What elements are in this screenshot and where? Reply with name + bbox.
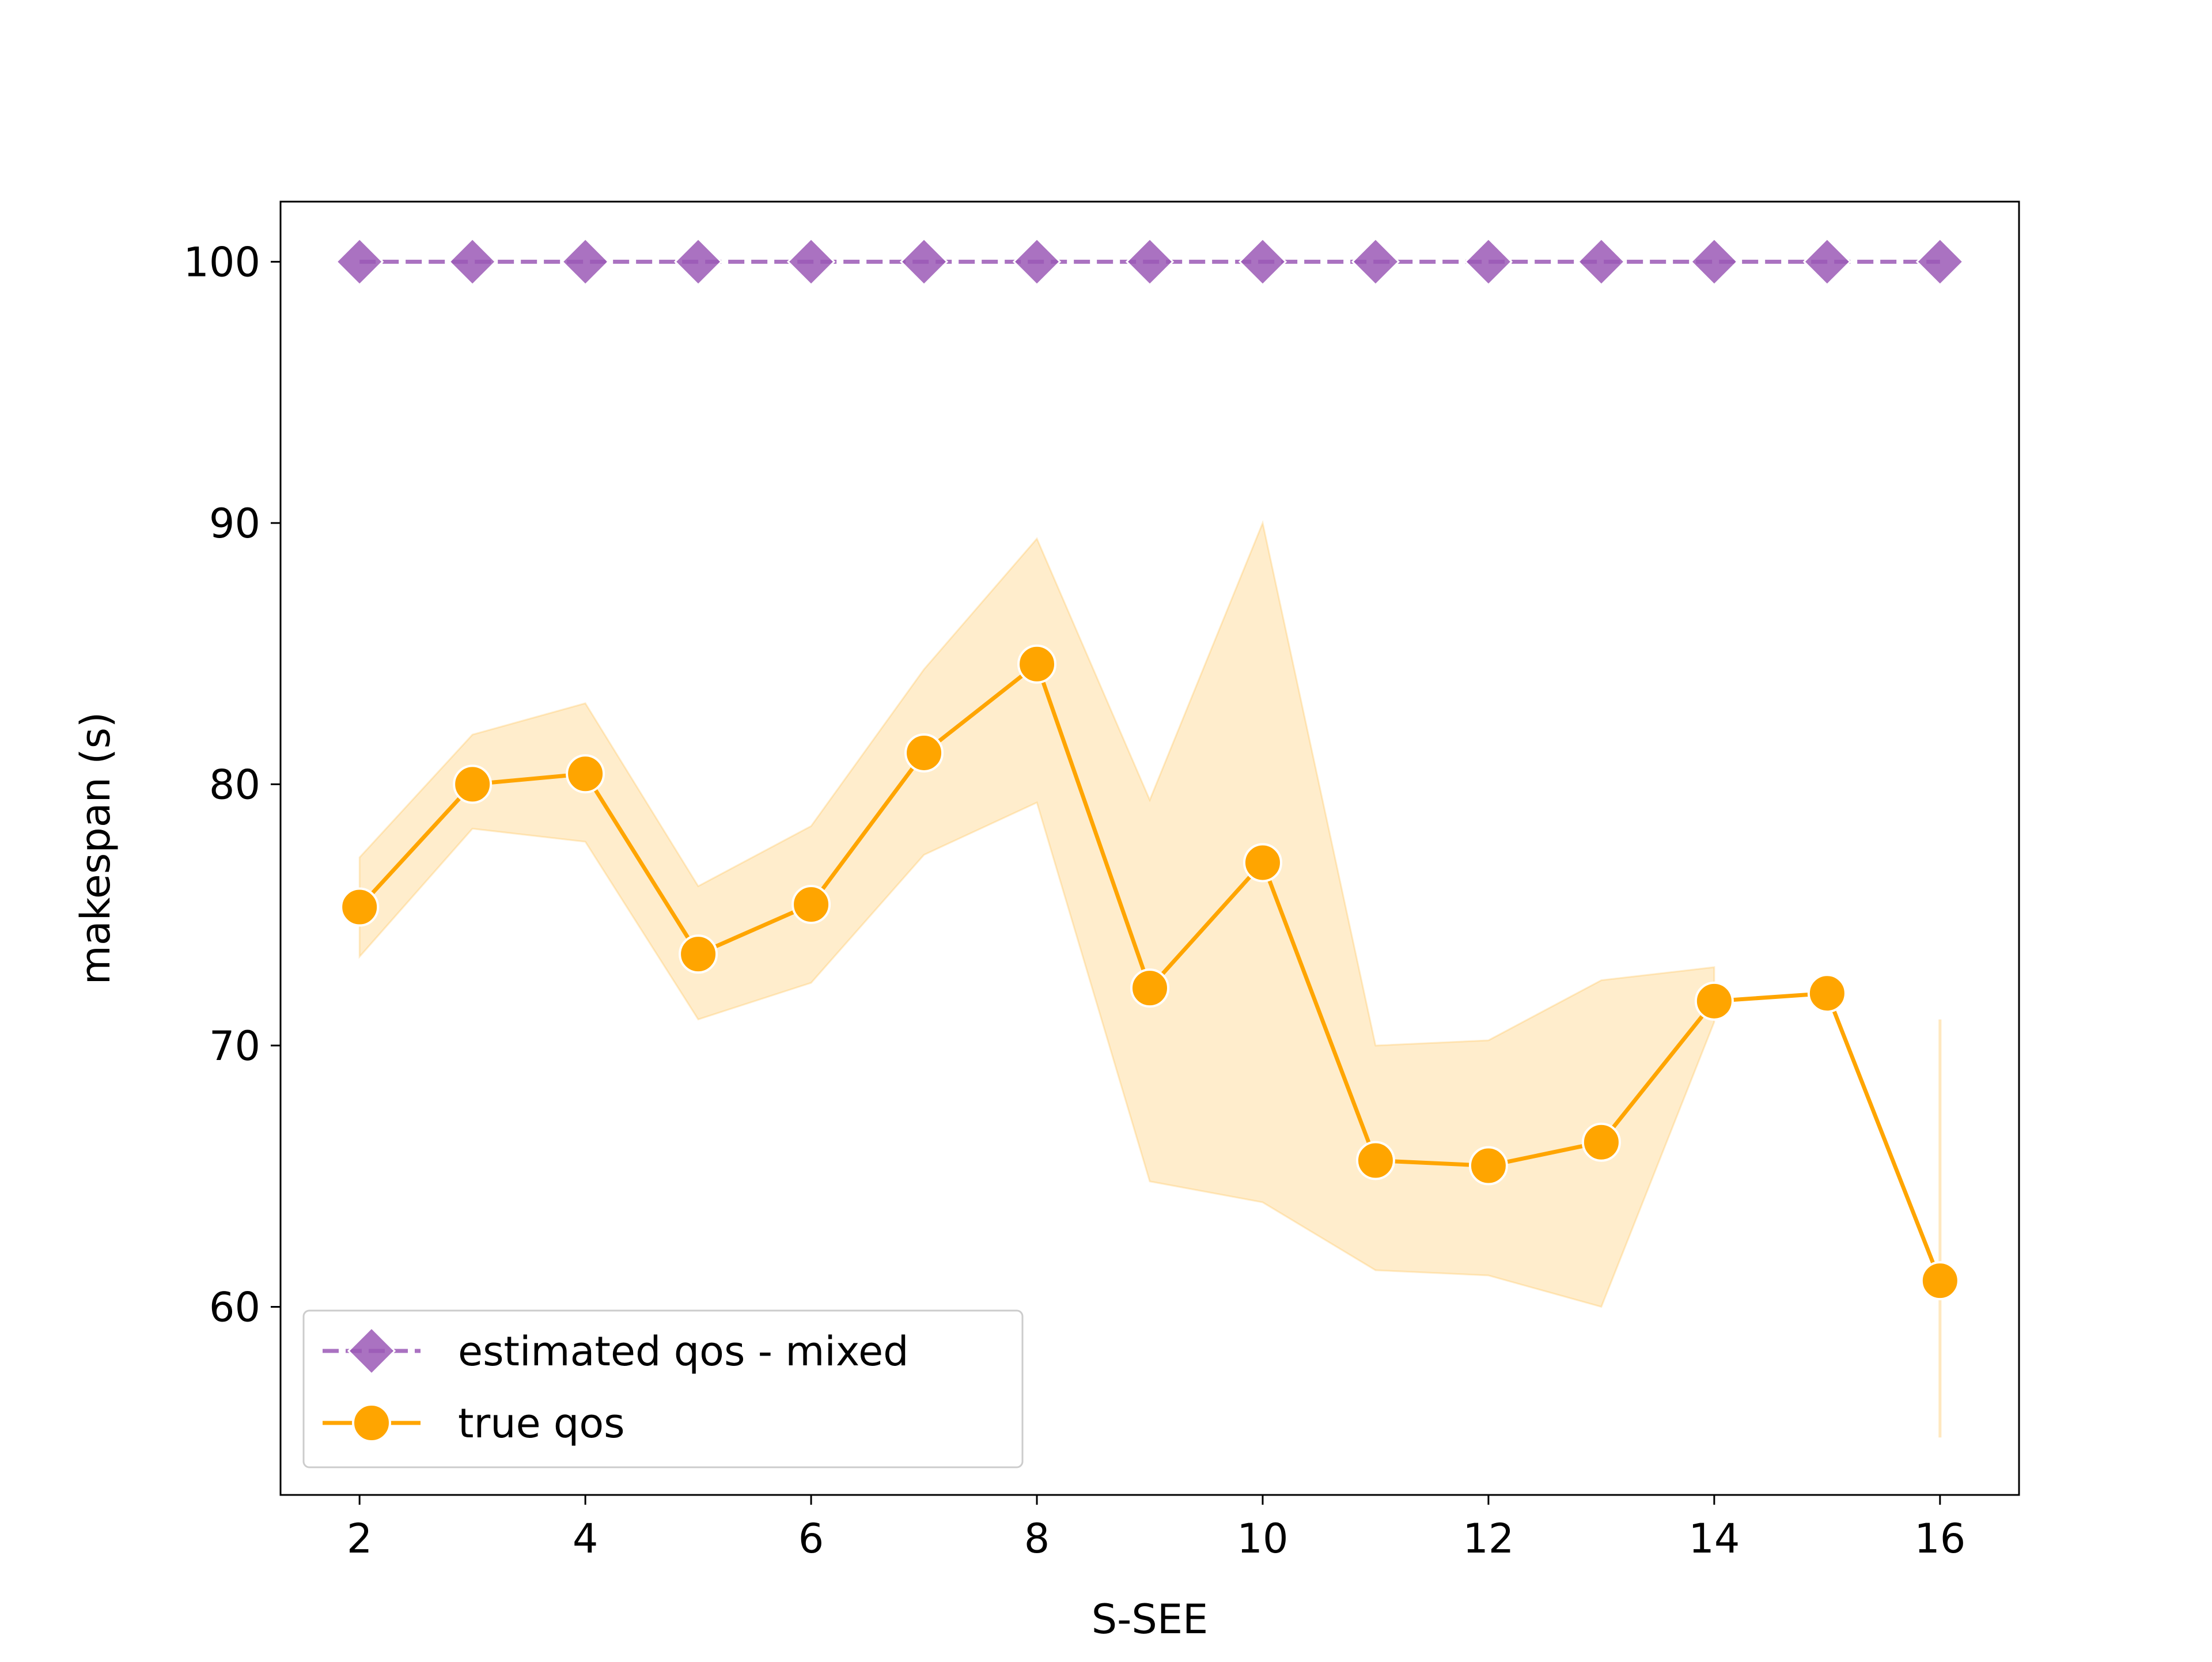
x-tick-label: 16 xyxy=(1914,1515,1965,1562)
y-axis: 60 70 80 90 100 xyxy=(183,238,281,1331)
legend-diamond-marker xyxy=(347,1326,396,1376)
x-tick-label: 2 xyxy=(347,1515,373,1562)
y-tick-label: 80 xyxy=(209,761,260,808)
data-point-true-qos xyxy=(1581,1122,1621,1162)
data-point-true-qos xyxy=(566,754,605,794)
data-point-true-qos xyxy=(1468,1146,1508,1186)
data-point-estimated-qos xyxy=(1464,237,1513,286)
y-axis-label: makespan (s) xyxy=(72,712,119,985)
data-point-estimated-qos xyxy=(786,237,836,286)
data-point-estimated-qos xyxy=(1577,237,1626,286)
data-point-estimated-qos xyxy=(561,237,610,286)
x-tick-label: 4 xyxy=(573,1515,599,1562)
legend-entry-true-qos: true qos xyxy=(323,1400,625,1447)
legend-label-estimated-qos: estimated qos - mixed xyxy=(458,1328,909,1375)
data-point-true-qos xyxy=(1243,843,1282,883)
x-tick-label: 12 xyxy=(1463,1515,1514,1562)
legend-entry-estimated-qos: estimated qos - mixed xyxy=(323,1326,909,1376)
data-point-true-qos xyxy=(1355,1141,1395,1180)
data-point-true-qos xyxy=(340,887,380,927)
data-point-true-qos xyxy=(1920,1261,1960,1301)
data-point-true-qos xyxy=(1130,968,1169,1008)
legend-frame xyxy=(302,1309,1024,1468)
data-point-estimated-qos xyxy=(1690,237,1738,286)
data-point-estimated-qos xyxy=(335,237,384,286)
data-point-estimated-qos xyxy=(673,237,723,286)
data-point-true-qos xyxy=(1807,974,1847,1013)
data-point-estimated-qos xyxy=(1125,237,1175,286)
legend: estimated qos - mixed true qos xyxy=(302,1309,1024,1468)
data-point-estimated-qos xyxy=(1915,237,1964,286)
data-point-true-qos xyxy=(453,764,493,804)
x-tick-label: 14 xyxy=(1688,1515,1740,1562)
data-point-true-qos xyxy=(791,885,831,925)
x-tick-label: 10 xyxy=(1237,1515,1288,1562)
data-point-true-qos xyxy=(904,733,944,773)
y-tick-label: 90 xyxy=(209,500,260,547)
plot-area-frame xyxy=(279,200,2020,1496)
data-point-estimated-qos xyxy=(1802,237,1851,286)
marker-layer xyxy=(335,237,1964,1301)
x-axis-label: S-SEE xyxy=(1092,1596,1209,1643)
data-point-true-qos xyxy=(679,934,718,974)
x-tick-label: 8 xyxy=(1024,1515,1050,1562)
y-tick-label: 100 xyxy=(183,238,260,286)
x-tick-label: 6 xyxy=(798,1515,824,1562)
data-point-true-qos xyxy=(1694,981,1734,1021)
data-point-true-qos xyxy=(1017,644,1057,684)
data-point-estimated-qos xyxy=(448,237,497,286)
data-point-estimated-qos xyxy=(1012,237,1062,286)
data-point-estimated-qos xyxy=(1351,237,1400,286)
legend-label-true-qos: true qos xyxy=(458,1400,625,1447)
y-tick-label: 60 xyxy=(209,1284,260,1331)
x-axis: 2 4 6 8 10 12 14 16 xyxy=(347,1495,1965,1562)
y-tick-label: 70 xyxy=(209,1023,260,1070)
true-qos-confidence-band xyxy=(358,520,1715,1308)
data-point-estimated-qos xyxy=(1238,237,1287,286)
data-point-estimated-qos xyxy=(899,237,949,286)
legend-circle-marker xyxy=(352,1403,391,1443)
confidence-band-layer xyxy=(358,520,1942,1438)
